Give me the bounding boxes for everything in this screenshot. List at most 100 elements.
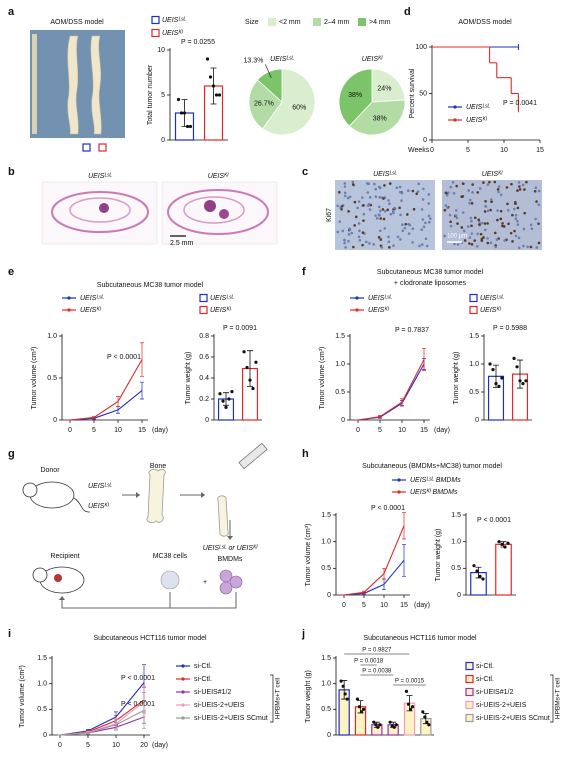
y-tick-label: 1.0: [451, 539, 461, 546]
error-bar: [517, 359, 523, 389]
legend-label: si-Ctl.: [194, 663, 212, 670]
legend-label: si-UEIS#1/2: [194, 689, 231, 696]
nucleus: [476, 232, 479, 236]
nucleus: [343, 241, 346, 245]
data-point: [500, 376, 504, 380]
x-tick-label: 10: [114, 427, 122, 434]
nucleus: [383, 227, 387, 230]
nucleus: [383, 210, 387, 213]
tissue-roll: [183, 196, 245, 224]
nucleus: [420, 208, 424, 211]
nucleus: [486, 183, 490, 186]
nucleus: [517, 236, 521, 240]
legend-label: UEISᴷᴵ: [368, 307, 389, 314]
data-line: [59, 709, 145, 736]
nucleus: [343, 238, 346, 242]
data-point: [518, 379, 522, 383]
nucleus: [463, 239, 467, 242]
nucleus: [499, 209, 503, 213]
data-point: [408, 707, 413, 711]
nucleus: [468, 201, 471, 205]
nucleus: [509, 231, 513, 235]
nucleus: [415, 192, 419, 196]
data-point: [242, 350, 246, 354]
y-tick-label: 1.5: [321, 655, 331, 662]
nucleus: [412, 207, 416, 211]
nucleus: [367, 202, 371, 206]
nucleus: [424, 237, 428, 241]
value-label: 26.7%: [254, 101, 274, 108]
nucleus: [456, 243, 460, 246]
y-tick-label: 0: [161, 137, 165, 144]
nucleus: [407, 189, 410, 193]
p-value: P < 0.0001: [121, 701, 155, 708]
y-tick-label: 0: [53, 417, 57, 424]
nucleus: [514, 213, 518, 217]
nucleus: [496, 188, 500, 191]
nucleus: [518, 185, 521, 188]
legend-swatch: [465, 687, 474, 697]
pie-title: UEISᴷᴵ: [362, 56, 383, 63]
x-tick-label: 5: [466, 147, 470, 154]
nucleus: [389, 212, 393, 216]
nucleus: [447, 191, 450, 194]
nucleus: [443, 234, 446, 238]
nucleus: [357, 222, 361, 225]
chart-title: Subcutaneous MC38 tumor model: [97, 282, 204, 289]
nucleus: [455, 184, 458, 188]
chart-title: Subcutaneous (BMDMs+MC38) tumor model: [362, 463, 502, 470]
nucleus: [486, 222, 489, 225]
data-point: [421, 710, 425, 714]
nucleus: [499, 217, 503, 221]
data-point: [339, 679, 343, 683]
pie-title: UEISᴸˢᴸ: [270, 56, 294, 63]
legend-label: UEISᴸˢᴸ: [162, 17, 186, 24]
y-axis-label: Tumor weight (g): [453, 352, 460, 405]
genotype-marker: [98, 143, 107, 152]
data-point: [410, 705, 415, 709]
nucleus: [522, 227, 526, 231]
nucleus: [529, 245, 533, 249]
x-tick-label: 5: [362, 602, 366, 609]
y-tick-label: 0.5: [37, 706, 47, 713]
nucleus: [378, 196, 382, 199]
data-point: [376, 725, 380, 729]
legend-marker: [355, 308, 359, 312]
nucleus: [446, 206, 449, 210]
x-axis-label: (day): [434, 427, 450, 434]
nucleus: [372, 243, 376, 246]
y-tick-label: 0: [475, 417, 479, 424]
nucleus: [484, 199, 487, 203]
data-point: [251, 386, 255, 391]
nucleus: [374, 187, 378, 191]
nucleus: [368, 208, 372, 211]
data-point: [497, 384, 501, 388]
legend-marker: [397, 490, 401, 494]
nucleus: [501, 224, 504, 228]
data-line: [357, 363, 425, 421]
data-point: [217, 93, 222, 97]
panel-label: j: [301, 628, 305, 640]
y-axis-label: Percent survival: [409, 68, 416, 118]
pie-slice: [338, 68, 373, 127]
value-label: 38%: [348, 92, 362, 99]
tumor: [99, 203, 109, 213]
y-axis-label: Tumor volume (cm³): [31, 347, 38, 410]
error-bar: [378, 415, 382, 419]
data-point: [488, 362, 492, 366]
nucleus: [339, 206, 342, 209]
nucleus: [336, 204, 339, 208]
legend-bracket: [550, 674, 554, 723]
p-value: P = 0.0018: [354, 659, 384, 665]
nucleus: [514, 234, 518, 238]
data-point: [494, 382, 498, 386]
x-tick-label: 10: [380, 602, 388, 609]
data-line: [343, 559, 405, 596]
nucleus: [480, 221, 484, 225]
mouse-icon: [22, 482, 38, 498]
nucleus: [336, 230, 340, 234]
nucleus: [338, 190, 341, 194]
nucleus: [488, 180, 491, 184]
arrowhead: [201, 492, 205, 498]
nucleus: [361, 231, 365, 234]
